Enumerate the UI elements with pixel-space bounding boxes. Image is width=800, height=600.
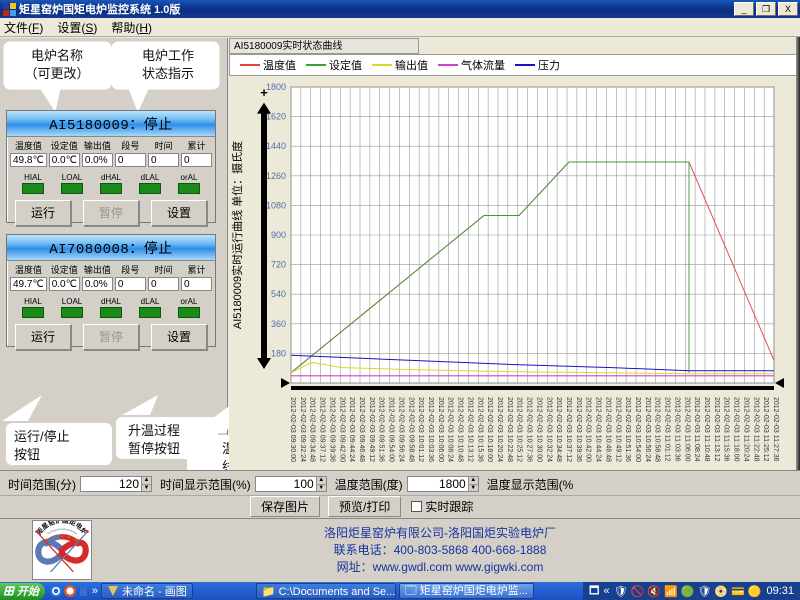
svg-text:2012-02-03 11:25:12: 2012-02-03 11:25:12: [762, 397, 769, 462]
svg-text:2012-02-03 09:46:48: 2012-02-03 09:46:48: [358, 397, 365, 462]
svg-text:1800: 1800: [266, 82, 286, 92]
svg-text:按钮: 按钮: [14, 447, 40, 462]
svg-text:1260: 1260: [266, 171, 286, 181]
svg-text:状态指示: 状态指示: [142, 66, 194, 81]
svg-text:2012-02-03 10:39:36: 2012-02-03 10:39:36: [575, 397, 582, 462]
svg-text:540: 540: [271, 289, 286, 299]
svg-text:2012-02-03 10:25:12: 2012-02-03 10:25:12: [516, 397, 523, 462]
svg-text:2012-02-03 10:15:36: 2012-02-03 10:15:36: [476, 397, 483, 462]
svg-text:2012-02-03 10:30:00: 2012-02-03 10:30:00: [535, 397, 542, 462]
svg-text:2012-02-03 11:03:36: 2012-02-03 11:03:36: [673, 397, 680, 462]
svg-text:900: 900: [271, 230, 286, 240]
svg-text:2012-02-03 10:22:48: 2012-02-03 10:22:48: [506, 397, 513, 462]
svg-text:2012-02-03 10:13:12: 2012-02-03 10:13:12: [466, 397, 473, 462]
svg-text:2012-02-03 09:56:24: 2012-02-03 09:56:24: [397, 397, 404, 462]
svg-text:2012-02-03 10:56:24: 2012-02-03 10:56:24: [644, 397, 651, 462]
svg-text:2012-02-03 10:44:24: 2012-02-03 10:44:24: [595, 397, 602, 462]
svg-text:2012-02-03 10:18:00: 2012-02-03 10:18:00: [486, 397, 493, 462]
svg-text:升温过程: 升温过程: [128, 423, 180, 438]
svg-text:2012-02-03 11:18:00: 2012-02-03 11:18:00: [733, 397, 740, 462]
svg-text:+: +: [260, 85, 268, 100]
svg-text:2012-02-03 11:20:24: 2012-02-03 11:20:24: [742, 397, 749, 462]
svg-text:2012-02-03 09:34:48: 2012-02-03 09:34:48: [309, 397, 316, 462]
svg-text:2012-02-03 09:32:24: 2012-02-03 09:32:24: [299, 397, 306, 462]
svg-text:2012-02-03 11:27:36: 2012-02-03 11:27:36: [772, 397, 779, 462]
svg-text:2012-02-03 09:37:12: 2012-02-03 09:37:12: [319, 397, 326, 462]
svg-text:2012-02-03 09:39:36: 2012-02-03 09:39:36: [328, 397, 335, 462]
svg-text:2012-02-03 11:01:12: 2012-02-03 11:01:12: [664, 397, 671, 462]
svg-text:2012-02-03 11:13:12: 2012-02-03 11:13:12: [713, 397, 720, 462]
svg-text:720: 720: [271, 260, 286, 270]
svg-text:电炉名称: 电炉名称: [31, 48, 83, 63]
svg-text:2012-02-03 09:49:12: 2012-02-03 09:49:12: [368, 397, 375, 462]
svg-text:2012-02-03 09:51:36: 2012-02-03 09:51:36: [378, 397, 385, 462]
svg-text:2012-02-03 10:03:36: 2012-02-03 10:03:36: [427, 397, 434, 462]
svg-text:2012-02-03 09:42:00: 2012-02-03 09:42:00: [338, 397, 345, 462]
svg-text:（可更改）: （可更改）: [24, 66, 89, 81]
svg-text:2012-02-03 10:54:00: 2012-02-03 10:54:00: [634, 397, 641, 462]
svg-text:2012-02-03 10:06:00: 2012-02-03 10:06:00: [437, 397, 444, 462]
svg-text:2012-02-03 09:58:48: 2012-02-03 09:58:48: [407, 397, 414, 462]
svg-text:2012-02-03 10:10:48: 2012-02-03 10:10:48: [457, 397, 464, 462]
svg-text:2012-02-03 11:10:48: 2012-02-03 11:10:48: [703, 397, 710, 462]
svg-text:2012-02-03 11:22:48: 2012-02-03 11:22:48: [752, 397, 759, 462]
svg-text:★: ★: [67, 535, 72, 541]
svg-text:运行/停止: 运行/停止: [14, 429, 70, 444]
svg-text:1440: 1440: [266, 141, 286, 151]
svg-text:2012-02-03 11:15:36: 2012-02-03 11:15:36: [723, 397, 730, 462]
svg-text:2012-02-03 10:20:24: 2012-02-03 10:20:24: [496, 397, 503, 462]
svg-text:2012-02-03 09:54:00: 2012-02-03 09:54:00: [388, 397, 395, 462]
svg-text:★: ★: [52, 535, 57, 541]
svg-text:2012-02-03 10:27:36: 2012-02-03 10:27:36: [526, 397, 533, 462]
svg-text:180: 180: [271, 348, 286, 358]
svg-text:2012-02-03 10:08:24: 2012-02-03 10:08:24: [447, 397, 454, 462]
svg-text:2012-02-03 10:37:12: 2012-02-03 10:37:12: [565, 397, 572, 462]
svg-text:2012-02-03 11:06:00: 2012-02-03 11:06:00: [683, 397, 690, 462]
svg-text:360: 360: [271, 319, 286, 329]
svg-text:★: ★: [59, 534, 64, 540]
svg-text:2012-02-03 10:34:48: 2012-02-03 10:34:48: [555, 397, 562, 462]
svg-text:2012-02-03 09:30:00: 2012-02-03 09:30:00: [289, 397, 296, 462]
svg-text:2012-02-03 10:49:12: 2012-02-03 10:49:12: [614, 397, 621, 462]
svg-text:2012-02-03 10:42:00: 2012-02-03 10:42:00: [585, 397, 592, 462]
svg-text:AI5180009实时运行曲线 单位：摄氏度: AI5180009实时运行曲线 单位：摄氏度: [230, 141, 244, 329]
svg-text:2012-02-03 10:51:36: 2012-02-03 10:51:36: [624, 397, 631, 462]
svg-text:2012-02-03 10:58:48: 2012-02-03 10:58:48: [654, 397, 661, 462]
svg-text:1080: 1080: [266, 200, 286, 210]
svg-text:2012-02-03 10:32:24: 2012-02-03 10:32:24: [545, 397, 552, 462]
svg-text:电炉工作: 电炉工作: [142, 48, 194, 63]
svg-text:2012-02-03 09:44:24: 2012-02-03 09:44:24: [348, 397, 355, 462]
svg-text:2012-02-03 10:46:48: 2012-02-03 10:46:48: [604, 397, 611, 462]
svg-text:2012-02-03 10:01:12: 2012-02-03 10:01:12: [417, 397, 424, 462]
svg-text:2012-02-03 11:08:24: 2012-02-03 11:08:24: [693, 397, 700, 462]
svg-text:暂停按钮: 暂停按钮: [128, 441, 180, 456]
